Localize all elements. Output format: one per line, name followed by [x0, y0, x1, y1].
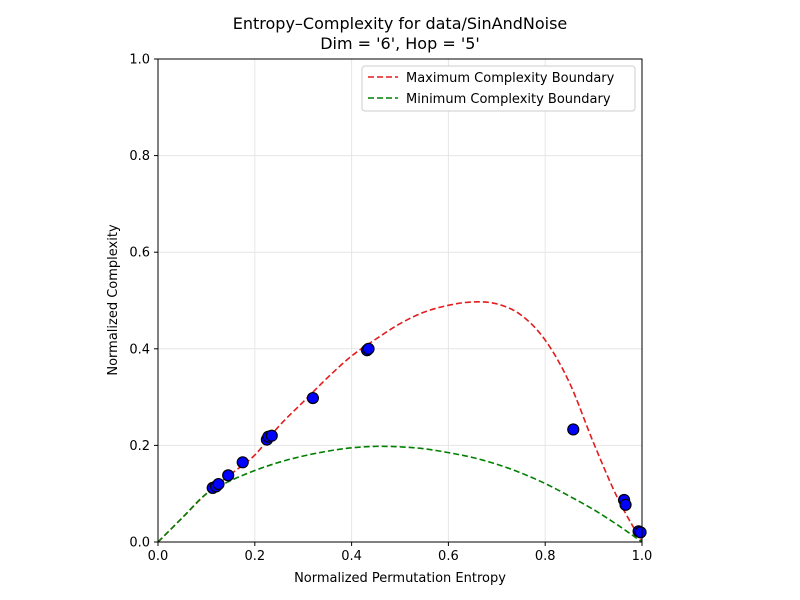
- x-tick-label: 0.2: [244, 549, 265, 564]
- scatter-points: [206, 342, 647, 539]
- min-complexity-boundary-line: [157, 445, 643, 543]
- x-tick-label: 0.0: [148, 549, 169, 564]
- y-tick-label: 0.6: [129, 246, 150, 261]
- data-point: [567, 423, 580, 436]
- data-point: [236, 456, 249, 469]
- legend: Maximum Complexity Boundary Minimum Comp…: [361, 65, 636, 112]
- legend-box: [361, 65, 636, 112]
- legend-min-label: Minimum Complexity Boundary: [406, 92, 611, 107]
- data-point: [306, 391, 319, 405]
- y-axis-label: Normalized Complexity: [106, 224, 121, 376]
- axis-ticks: 0.0 0.2 0.4 0.6 0.8 1.0 0.0 0.2 0.4 0.6 0.8 1.0: [129, 53, 652, 565]
- x-tick-label: 0.8: [535, 549, 556, 564]
- chart-title: Entropy–Complexity for data/SinAndNoise: [233, 14, 568, 33]
- data-point: [212, 477, 225, 491]
- boundary-lines: [157, 301, 643, 543]
- max-complexity-boundary-line: [157, 301, 643, 543]
- data-point: [362, 342, 375, 355]
- data-point: [619, 498, 632, 511]
- y-tick-label: 1.0: [129, 53, 150, 68]
- x-tick-label: 0.4: [341, 549, 362, 564]
- grid: [157, 58, 643, 543]
- plot-frame: [157, 58, 643, 543]
- y-tick-label: 0.0: [129, 536, 150, 551]
- y-tick-label: 0.4: [129, 342, 150, 357]
- x-tick-label: 0.6: [438, 549, 459, 564]
- data-point: [265, 429, 278, 442]
- data-point: [222, 469, 235, 482]
- chart-subtitle: Dim = '6', Hop = '5': [320, 34, 480, 53]
- x-axis-label: Normalized Permutation Entropy: [294, 571, 506, 586]
- data-point: [634, 526, 647, 539]
- x-tick-label: 1.0: [632, 549, 653, 564]
- y-tick-label: 0.8: [129, 149, 150, 164]
- legend-max-label: Maximum Complexity Boundary: [406, 71, 615, 86]
- y-tick-label: 0.2: [129, 439, 150, 454]
